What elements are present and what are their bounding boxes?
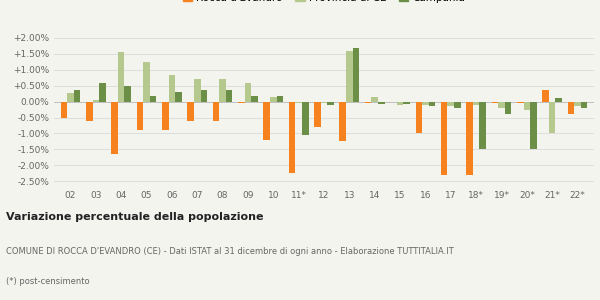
Bar <box>422 102 429 105</box>
Bar <box>321 102 327 103</box>
Bar <box>270 97 277 102</box>
Bar <box>466 102 473 175</box>
Bar <box>251 96 258 102</box>
Bar <box>238 102 245 103</box>
Bar <box>416 102 422 134</box>
Bar <box>314 102 321 127</box>
Bar <box>99 82 106 102</box>
Bar <box>86 102 92 121</box>
Bar <box>441 102 448 175</box>
Bar <box>327 102 334 105</box>
Bar <box>187 102 194 121</box>
Bar <box>143 62 150 102</box>
Bar <box>574 102 581 106</box>
Bar <box>263 102 270 140</box>
Bar <box>473 102 479 105</box>
Bar <box>568 102 574 114</box>
Legend: Rocca d'Evandro, Provincia di CE, Campania: Rocca d'Evandro, Provincia di CE, Campan… <box>179 0 469 7</box>
Bar <box>340 102 346 141</box>
Bar <box>169 75 175 102</box>
Bar <box>295 102 302 103</box>
Bar <box>213 102 219 121</box>
Bar <box>448 102 454 106</box>
Bar <box>302 102 308 135</box>
Bar <box>581 102 587 108</box>
Bar <box>549 102 556 134</box>
Bar <box>498 102 505 108</box>
Bar <box>397 102 403 105</box>
Bar <box>371 97 378 102</box>
Bar <box>542 91 549 102</box>
Bar <box>226 91 232 102</box>
Bar <box>219 79 226 102</box>
Bar <box>67 93 74 102</box>
Bar <box>74 89 80 102</box>
Bar <box>479 102 486 149</box>
Text: COMUNE DI ROCCA D'EVANDRO (CE) - Dati ISTAT al 31 dicembre di ogni anno - Elabor: COMUNE DI ROCCA D'EVANDRO (CE) - Dati IS… <box>6 248 454 256</box>
Bar <box>175 92 182 102</box>
Bar <box>346 51 353 102</box>
Bar <box>111 102 118 154</box>
Bar <box>150 96 157 102</box>
Bar <box>61 102 67 118</box>
Bar <box>365 102 371 103</box>
Bar <box>491 102 498 103</box>
Bar <box>429 102 435 106</box>
Bar <box>277 96 283 102</box>
Bar <box>403 102 410 104</box>
Bar <box>530 102 537 149</box>
Bar <box>162 102 169 130</box>
Bar <box>118 52 124 102</box>
Bar <box>505 102 511 114</box>
Text: Variazione percentuale della popolazione: Variazione percentuale della popolazione <box>6 212 263 221</box>
Bar <box>245 82 251 102</box>
Text: (*) post-censimento: (*) post-censimento <box>6 278 89 286</box>
Bar <box>378 102 385 104</box>
Bar <box>556 98 562 102</box>
Bar <box>92 100 99 102</box>
Bar <box>194 79 200 102</box>
Bar <box>124 86 131 102</box>
Bar <box>289 102 295 173</box>
Bar <box>200 91 207 102</box>
Bar <box>454 102 461 108</box>
Bar <box>524 102 530 110</box>
Bar <box>517 102 524 103</box>
Bar <box>137 102 143 130</box>
Bar <box>353 47 359 102</box>
